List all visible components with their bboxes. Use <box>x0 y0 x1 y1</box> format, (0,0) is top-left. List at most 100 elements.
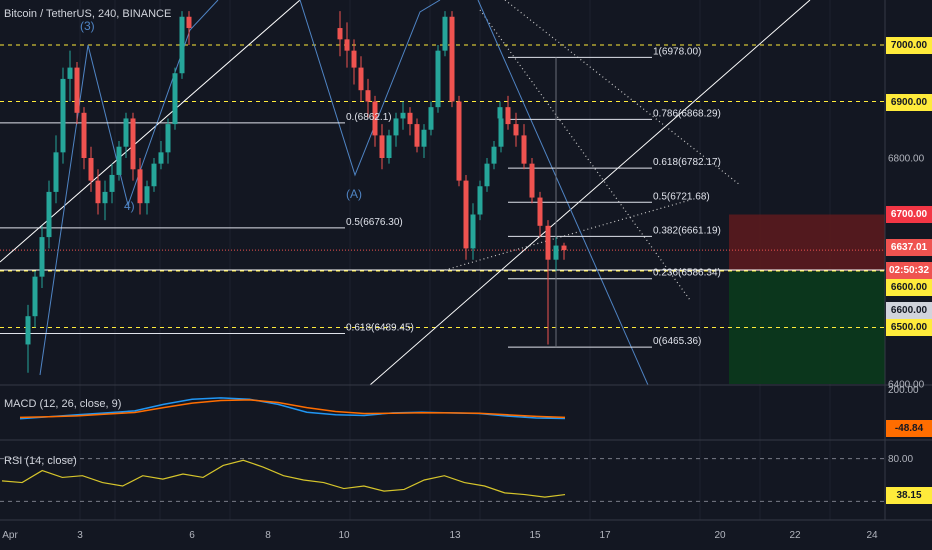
candle-body <box>158 152 164 164</box>
candle-body <box>344 39 350 51</box>
candle-body <box>60 78 66 153</box>
macd-axis-tick: 200.00 <box>888 385 919 396</box>
rsi-last-value: 38.15 <box>886 486 932 504</box>
candle-body <box>102 191 108 204</box>
fib-level-label: 0.5(6721.68) <box>653 191 710 202</box>
rsi-title[interactable]: RSI (14, close) <box>4 455 77 467</box>
candle-body <box>144 186 150 204</box>
candle-body <box>561 245 567 251</box>
candle-body <box>513 124 519 136</box>
time-tick-label: 15 <box>529 530 541 541</box>
macd-pane: 200.00 <box>19 385 919 420</box>
candle-body <box>505 107 511 125</box>
candle-body <box>95 180 101 204</box>
candle-body <box>463 180 469 249</box>
fib-level-label: 0.786(6868.29) <box>653 108 721 119</box>
elliott-wave-path <box>39 0 219 376</box>
grid-lines <box>79 0 831 520</box>
descending-wave-line <box>477 0 649 386</box>
candle-body <box>372 101 378 136</box>
candle-body <box>470 214 476 249</box>
candle-body <box>428 107 434 130</box>
fib-level-label: 0.618(6489.45) <box>346 322 414 333</box>
candle-body <box>337 28 343 40</box>
price-tag-marker: 6600.00 <box>886 302 932 319</box>
candle-body <box>116 146 122 175</box>
candle-body <box>81 112 87 158</box>
price-tick-label: 6800.00 <box>888 154 925 165</box>
candle-body <box>545 225 551 260</box>
macd-title[interactable]: MACD (12, 26, close, 9) <box>4 398 122 410</box>
price-tag-level: 7000.00 <box>886 37 932 54</box>
candle-body <box>67 67 73 79</box>
rsi-line <box>1 459 566 498</box>
candle-body <box>435 50 441 108</box>
candle-body <box>172 73 178 125</box>
symbol-title[interactable]: Bitcoin / TetherUS, 240, BINANCE <box>4 8 172 20</box>
candle-body <box>109 174 115 192</box>
candle-body <box>456 101 462 181</box>
candle-body <box>393 118 399 136</box>
candle-body <box>53 152 59 192</box>
candle-body <box>358 67 364 91</box>
candlestick-series <box>25 11 567 373</box>
fib-level-label: 1(6978.00) <box>653 46 701 57</box>
candle-body <box>179 16 185 74</box>
fib-level-label: 0.618(6782.17) <box>653 157 721 168</box>
trend-lines <box>0 0 811 386</box>
time-tick-label: 17 <box>599 530 611 541</box>
candle-body <box>386 135 392 158</box>
rsi-axis-tick: 80.00 <box>888 454 913 465</box>
candle-body <box>449 16 455 102</box>
time-tick-label: 22 <box>789 530 801 541</box>
candle-body <box>351 50 357 68</box>
wave-label: (3) <box>80 19 95 33</box>
candle-body <box>421 129 427 147</box>
wave-label: 4) <box>124 199 135 213</box>
candle-body <box>414 124 420 147</box>
candle-body <box>365 90 371 102</box>
fib-level-label: 0.(6862.1) <box>346 112 392 123</box>
candle-body <box>25 316 31 345</box>
macd-last-value: -48.84 <box>886 420 932 437</box>
candle-body <box>165 124 171 153</box>
time-tick-label: 24 <box>866 530 878 541</box>
candle-body <box>491 146 497 164</box>
candle-body <box>74 67 80 113</box>
candle-body <box>88 158 94 181</box>
candle-body <box>46 191 52 238</box>
wave-labels: (3) (A) 4) <box>80 19 362 213</box>
time-tick-label: Apr <box>2 530 18 541</box>
candle-body <box>130 118 136 170</box>
price-tag-level: 6500.00 <box>886 319 932 336</box>
time-tick-label: 8 <box>265 530 271 541</box>
rsi-pane: 80.00 <box>0 454 913 502</box>
time-tick-label: 3 <box>77 530 83 541</box>
elliott-wave-path <box>299 0 441 177</box>
signal-line <box>19 399 566 419</box>
candle-body <box>151 163 157 187</box>
candle-body <box>400 112 406 119</box>
candle-body <box>498 118 504 147</box>
candle-body <box>529 163 535 198</box>
rising-trendline <box>369 0 811 386</box>
time-tick-label: 10 <box>338 530 350 541</box>
time-tick-label: 13 <box>449 530 461 541</box>
price-tag-last: 6637.01 <box>886 239 932 256</box>
dotted-trendline <box>444 199 691 271</box>
wave-label: (A) <box>346 187 362 201</box>
candle-body <box>137 169 143 204</box>
fibonacci-labels: 1(6978.00) 0.786(6868.29) 0.618(6782.17) 0.… <box>346 46 721 347</box>
candle-body <box>442 16 448 51</box>
candle-body <box>407 112 413 125</box>
candle-body <box>186 16 192 29</box>
time-tick-label: 20 <box>714 530 726 541</box>
candle-body <box>521 135 527 164</box>
fib-level-label: 0.236(6586.34) <box>653 268 721 279</box>
stop-loss-zone <box>729 214 885 271</box>
price-tick-label: 6400.00 <box>888 380 925 391</box>
candle-body <box>379 135 385 158</box>
fib-level-label: 0.5(6676.30) <box>346 217 403 228</box>
candle-body <box>497 107 503 119</box>
